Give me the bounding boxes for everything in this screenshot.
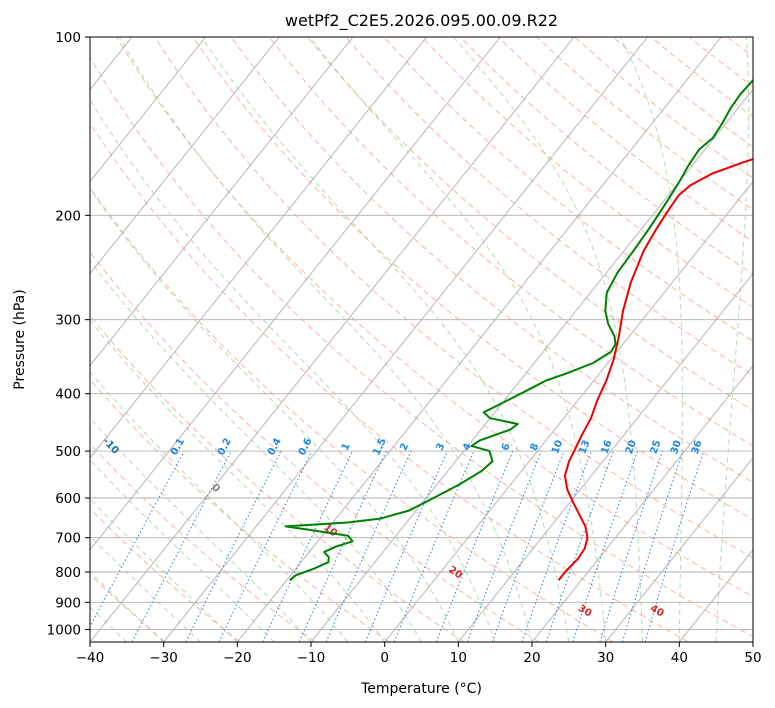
x-tick-label: −20 <box>223 650 252 666</box>
mixing-ratio-labels: 0.1 0.2 0.4 0.6 1 1.5 2 3 4 6 8 10 13 16 20 25 30 36 <box>169 436 705 457</box>
mixing-ratio-line <box>325 450 412 642</box>
isotherm <box>384 180 753 642</box>
mixing-ratio-label: 8 <box>529 442 542 453</box>
x-tick-label: −40 <box>76 650 105 666</box>
isotherm <box>531 365 753 642</box>
mixing-ratio-label: 16 <box>599 439 614 456</box>
mixing-ratio-line <box>467 450 542 642</box>
mixing-ratio-label: 2 <box>398 442 411 453</box>
moist-adiabat <box>309 37 607 642</box>
moist-adiabat <box>453 37 643 642</box>
isotherms <box>90 37 753 642</box>
mixing-ratio-line <box>545 450 614 642</box>
mixing-ratio-line <box>621 450 684 642</box>
y-axis-label: Pressure (hPa) <box>12 289 28 389</box>
y-tick-label: 900 <box>55 595 81 611</box>
mixing-ratio-line <box>572 450 639 642</box>
y-tick-label: 500 <box>55 444 81 460</box>
mixing-ratio-label: 10 <box>550 439 565 456</box>
mixing-ratio-line <box>491 450 565 642</box>
isotherm <box>457 272 753 642</box>
temperature-line <box>557 157 753 581</box>
plot-frame <box>89 36 754 643</box>
dry-adiabat <box>90 573 166 642</box>
x-axis-label: Temperature (°C) <box>360 681 482 697</box>
mixing-ratio-line <box>393 450 475 642</box>
dry-adiabat <box>230 37 753 483</box>
moist-adiabat <box>715 37 750 642</box>
y-tick-label: 200 <box>55 208 81 224</box>
plot-area: -100-90-80-70-60-50-40-30-20-10010203040… <box>90 37 753 642</box>
dry-adiabat <box>90 251 540 642</box>
y-tick-label: 100 <box>55 30 81 46</box>
isotherm <box>310 88 753 642</box>
mixing-ratio-label: 3 <box>435 442 448 453</box>
moist-adiabat <box>90 98 496 642</box>
x-tick-label: −30 <box>149 650 178 666</box>
y-tick-label: 700 <box>55 531 81 547</box>
y-tick-label: 1000 <box>47 622 81 638</box>
x-axis-ticks: −40 −30 −20 −10 0 10 20 30 40 50 <box>76 642 762 666</box>
x-tick-label: 10 <box>450 650 467 666</box>
x-tick-label: 20 <box>523 650 540 666</box>
moist-adiabat <box>90 187 459 642</box>
isotherm <box>236 37 722 642</box>
x-tick-label: 40 <box>671 650 688 666</box>
moist-adiabat <box>619 37 683 642</box>
dry-adiabat <box>90 187 614 642</box>
mixing-ratio-label: 20 <box>624 439 639 456</box>
dry-adiabat <box>90 122 689 642</box>
moist-adiabat <box>90 259 422 642</box>
mixing-ratio-line <box>435 450 514 642</box>
mixing-ratio-line <box>185 450 282 642</box>
dewpoint-line <box>284 78 753 582</box>
mixing-ratio-line <box>644 450 705 642</box>
isotherm <box>163 37 649 642</box>
moist-adiabat <box>118 37 533 642</box>
mixing-ratio-label: 36 <box>690 439 705 456</box>
y-axis-ticks: 1000 900 800 700 600 500 400 300 200 100 <box>47 30 90 638</box>
y-tick-label: 400 <box>55 387 81 403</box>
dry-adiabat <box>307 37 753 411</box>
mixing-ratio-label: 1 <box>340 441 353 452</box>
profile-series <box>284 78 753 582</box>
moist-adiabat <box>90 319 386 642</box>
y-tick-label: 800 <box>55 565 81 581</box>
y-tick-label: 300 <box>55 313 81 329</box>
mixing-ratio-line <box>521 450 592 642</box>
x-tick-label: 50 <box>744 650 761 666</box>
isotherm <box>605 457 753 642</box>
mixing-ratio-line <box>599 450 663 642</box>
chart-title: wetPf2_C2E5.2026.095.00.09.R22 <box>285 11 558 31</box>
dry-adiabat <box>90 378 390 642</box>
mixing-ratio-label: 4 <box>461 442 474 453</box>
mixing-ratio-line <box>90 450 185 628</box>
mixing-ratio-label: 25 <box>649 439 664 456</box>
moist-adiabats <box>90 37 750 642</box>
isotherm <box>90 37 501 551</box>
mixing-ratio-label: 13 <box>577 439 592 456</box>
x-tick-label: 30 <box>597 650 614 666</box>
x-tick-label: 0 <box>380 650 389 666</box>
mixing-ratio-lines <box>90 450 705 642</box>
mixing-ratio-label: 30 <box>669 439 684 456</box>
moist-adiabat <box>90 371 349 642</box>
y-tick-label: 600 <box>55 491 81 507</box>
dry-adiabat <box>90 314 465 642</box>
isotherm <box>90 37 575 642</box>
isotherm <box>90 37 354 367</box>
isotherm <box>90 37 280 275</box>
isotherm <box>90 37 428 459</box>
mixing-ratio-label: 6 <box>500 442 513 453</box>
x-tick-label: −10 <box>297 650 326 666</box>
dry-adiabat <box>268 37 753 447</box>
isobars <box>90 37 753 630</box>
mixing-ratio-line <box>364 450 448 642</box>
isotherm <box>90 37 207 183</box>
